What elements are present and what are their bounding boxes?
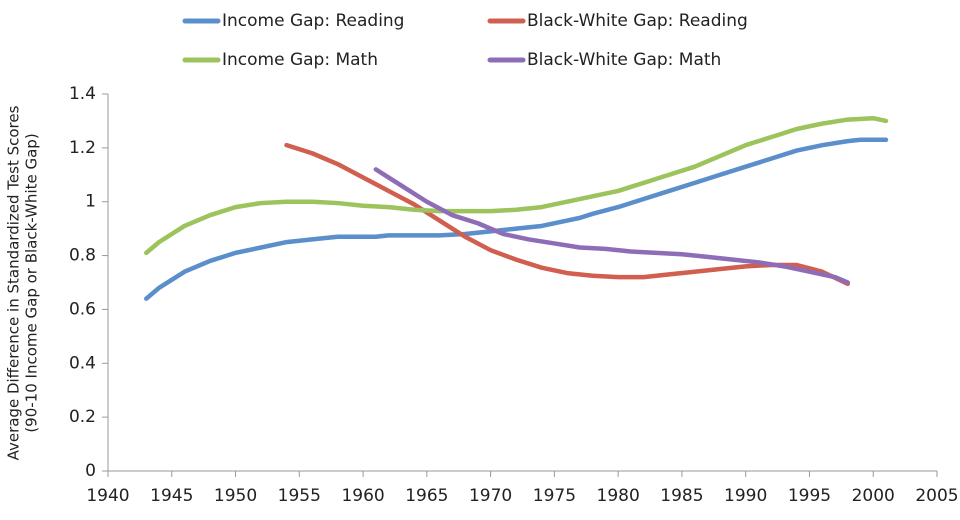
legend-label: Income Gap: Reading	[222, 11, 404, 31]
x-tick-label: 1990	[724, 486, 767, 506]
x-tick-label: 1980	[597, 486, 640, 506]
x-tick-label: 1970	[469, 486, 512, 506]
y-axis-title-line: Average Difference in Standardized Test …	[5, 105, 23, 460]
legend-label: Black-White Gap: Reading	[527, 11, 748, 31]
series-line	[144, 137, 889, 301]
x-tick-label: 1965	[405, 486, 448, 506]
x-tick-label: 2000	[852, 486, 895, 506]
x-tick-label: 1940	[86, 486, 129, 506]
y-tick-label: 1	[85, 192, 96, 212]
legend-label: Income Gap: Math	[222, 50, 378, 70]
y-tick-label: 1.2	[69, 138, 96, 158]
series-line	[144, 115, 889, 256]
x-tick-label: 1955	[278, 486, 321, 506]
series-line	[284, 142, 850, 287]
y-tick-label: 0.6	[69, 299, 96, 319]
y-axis-title-line: (90-10 Income Gap or Black-White Gap)	[23, 133, 41, 432]
y-tick-label: 0	[85, 461, 96, 481]
x-tick-label: 1945	[150, 486, 193, 506]
legend-label: Black-White Gap: Math	[527, 50, 721, 70]
y-tick-label: 1.4	[69, 84, 96, 104]
x-tick-label: 1960	[341, 486, 384, 506]
y-axis-title: Average Difference in Standardized Test …	[5, 105, 41, 460]
x-tick-label: 2005	[915, 486, 958, 506]
series-line	[373, 167, 850, 285]
x-tick-label: 1950	[214, 486, 257, 506]
x-tick-label: 1985	[660, 486, 703, 506]
x-tick-label: 1975	[533, 486, 576, 506]
y-tick-label: 0.2	[69, 407, 96, 427]
y-tick-label: 0.8	[69, 246, 96, 266]
x-tick-label: 1995	[788, 486, 831, 506]
y-tick-label: 0.4	[69, 353, 96, 373]
